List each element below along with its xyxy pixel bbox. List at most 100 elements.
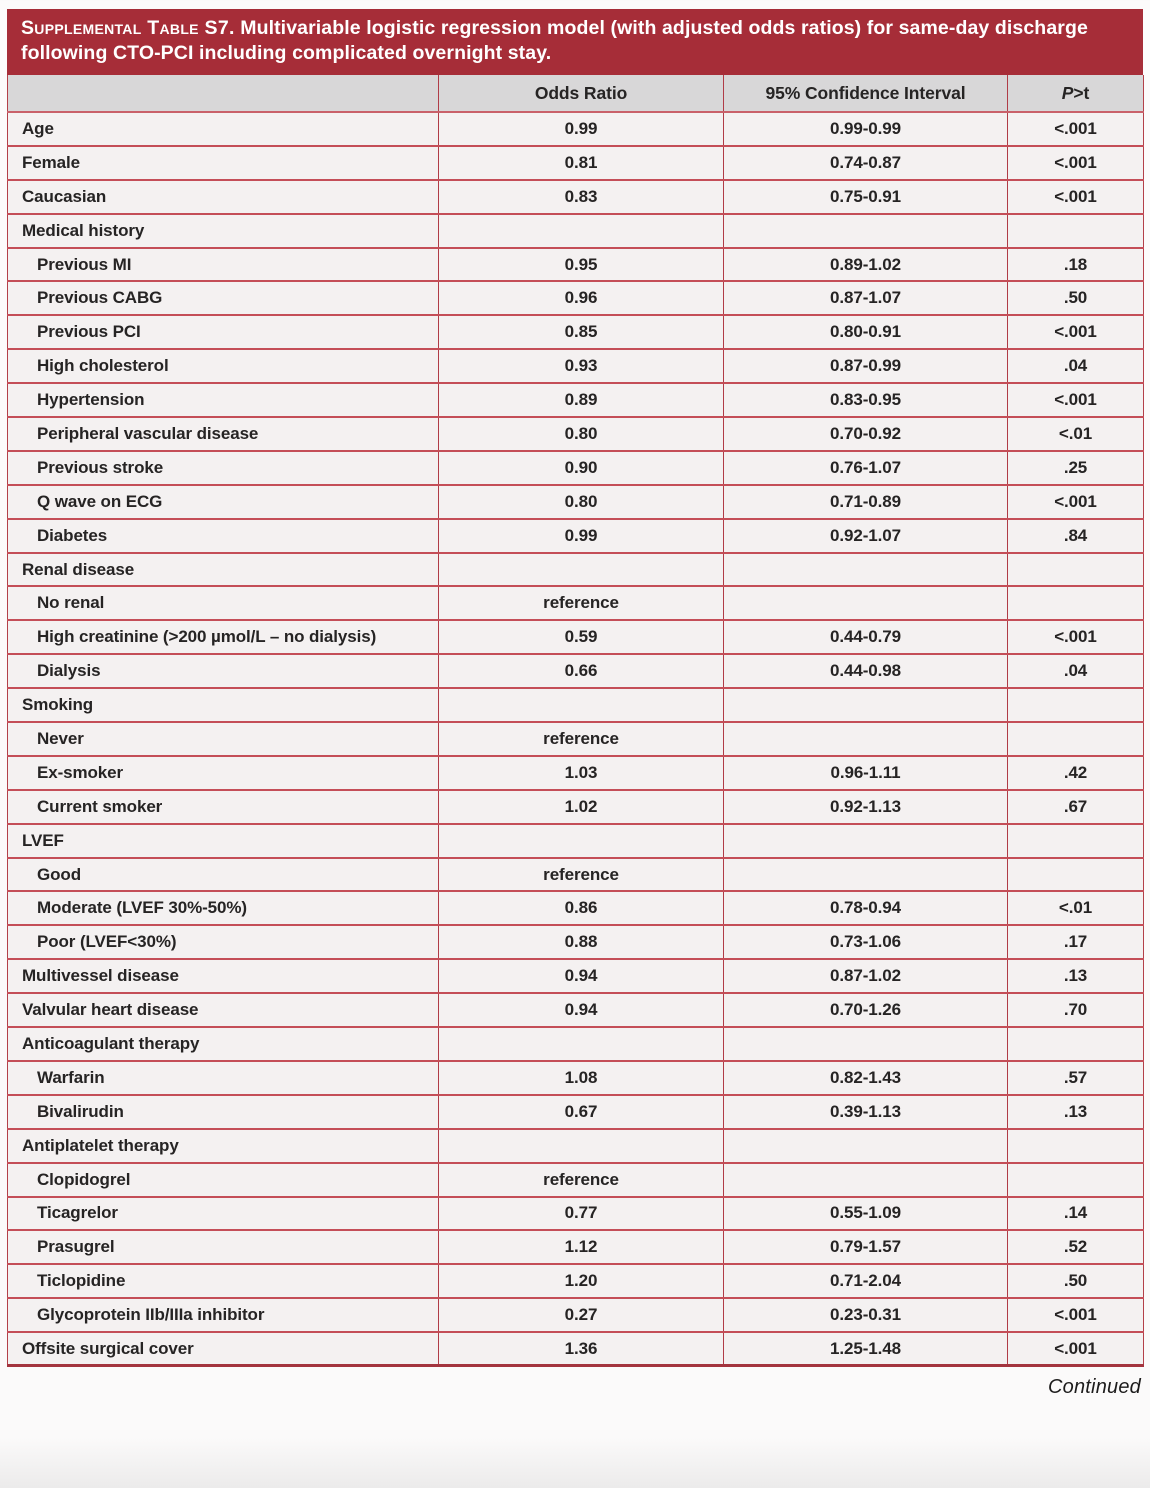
p-value-cell <box>1007 721 1144 756</box>
p-value-cell: .50 <box>1007 280 1144 316</box>
confidence-interval-cell: 0.83-0.95 <box>723 382 1008 418</box>
confidence-interval-cell: 0.79-1.57 <box>723 1229 1008 1265</box>
section-row: Anticoagulant therapy <box>7 1026 1144 1061</box>
confidence-interval-cell <box>723 585 1008 621</box>
row-label: High cholesterol <box>7 348 439 384</box>
p-value-cell: <.01 <box>1007 890 1144 926</box>
confidence-interval-cell <box>723 1161 1008 1197</box>
odds-ratio-cell: reference <box>438 1161 724 1197</box>
row-label: Prasugrel <box>7 1229 439 1265</box>
row-label: High creatinine (>200 µmol/L – no dialys… <box>7 619 439 655</box>
row-label: Medical history <box>7 212 439 248</box>
odds-ratio-cell: 1.02 <box>438 788 724 824</box>
row-label: Caucasian <box>7 178 439 214</box>
p-value-cell: <.001 <box>1007 382 1144 418</box>
odds-ratio-cell: 1.08 <box>438 1059 724 1095</box>
table-row: Dialysis 0.66 0.44-0.98.04 <box>7 653 1144 689</box>
table-row: Previous CABG 0.96 0.87-1.07.50 <box>7 280 1144 316</box>
table-title-text: Multivariable logistic regression model … <box>21 17 1088 64</box>
odds-ratio-cell: 0.93 <box>438 348 724 384</box>
p-value-cell: <.01 <box>1007 416 1144 451</box>
confidence-interval-cell <box>723 856 1008 892</box>
confidence-interval-cell: 0.96-1.11 <box>723 754 1008 790</box>
confidence-interval-cell: 0.92-1.07 <box>723 517 1008 553</box>
row-label: Moderate (LVEF 30%-50%) <box>7 890 439 926</box>
odds-ratio-cell: reference <box>438 585 724 621</box>
p-value-cell: <.001 <box>1007 483 1144 519</box>
confidence-interval-cell: 0.87-0.99 <box>723 348 1008 384</box>
p-value-cell <box>1007 856 1144 892</box>
table-header: Odds Ratio 95% Confidence Interval P>t <box>7 75 1144 113</box>
odds-ratio-cell <box>438 687 724 723</box>
confidence-interval-cell <box>723 1026 1008 1061</box>
p-value-cell: .18 <box>1007 246 1144 282</box>
table-row: Bivalirudin 0.67 0.39-1.13.13 <box>7 1093 1144 1129</box>
confidence-interval-cell: 0.78-0.94 <box>723 890 1008 926</box>
row-label: Ticlopidine <box>7 1263 439 1299</box>
table-row: Multivessel disease 0.94 0.87-1.02.13 <box>7 958 1144 994</box>
odds-ratio-cell: 0.88 <box>438 924 724 960</box>
table-row: Clopidogrel reference <box>7 1161 1144 1197</box>
odds-ratio-cell: 0.89 <box>438 382 724 418</box>
confidence-interval-cell: 0.89-1.02 <box>723 246 1008 282</box>
table-row: No renal reference <box>7 585 1144 621</box>
confidence-interval-cell <box>723 721 1008 756</box>
confidence-interval-cell: 0.75-0.91 <box>723 178 1008 214</box>
confidence-interval-cell: 0.44-0.98 <box>723 653 1008 689</box>
odds-ratio-cell: 0.67 <box>438 1093 724 1129</box>
odds-ratio-cell: 0.94 <box>438 958 724 994</box>
odds-ratio-cell: 1.20 <box>438 1263 724 1299</box>
p-value-cell <box>1007 1026 1144 1061</box>
row-label: Warfarin <box>7 1059 439 1095</box>
header-p-value: P>t <box>1007 75 1144 113</box>
confidence-interval-cell <box>723 212 1008 248</box>
p-value-cell: .50 <box>1007 1263 1144 1299</box>
row-label: Never <box>7 721 439 756</box>
row-label: Hypertension <box>7 382 439 418</box>
odds-ratio-cell: 0.83 <box>438 178 724 214</box>
p-value-cell: .70 <box>1007 992 1144 1028</box>
p-value-cell: <.001 <box>1007 1297 1144 1333</box>
table-row: Previous PCI 0.85 0.80-0.91 <.001 <box>7 314 1144 350</box>
confidence-interval-cell <box>723 822 1008 858</box>
table-row: Ticagrelor 0.77 0.55-1.09.14 <box>7 1195 1144 1231</box>
odds-ratio-cell: 0.99 <box>438 517 724 553</box>
section-row: Smoking <box>7 687 1144 723</box>
section-row: Antiplatelet therapy <box>7 1127 1144 1163</box>
p-value-cell: <.001 <box>1007 178 1144 214</box>
confidence-interval-cell: 0.82-1.43 <box>723 1059 1008 1095</box>
confidence-interval-cell <box>723 1127 1008 1163</box>
confidence-interval-cell: 0.87-1.07 <box>723 280 1008 316</box>
table-row: Valvular heart disease 0.94 0.70-1.26.70 <box>7 992 1144 1028</box>
row-label: Glycoprotein IIb/IIIa inhibitor <box>7 1297 439 1333</box>
table-row: Glycoprotein IIb/IIIa inhibitor 0.27 0.23-… <box>7 1297 1144 1333</box>
p-value-cell: .13 <box>1007 1093 1144 1129</box>
odds-ratio-cell: 0.99 <box>438 112 724 146</box>
odds-ratio-cell: 1.03 <box>438 754 724 790</box>
regression-table: Odds Ratio 95% Confidence Interval P>t A… <box>7 75 1144 1368</box>
table-row: Previous MI 0.95 0.89-1.02.18 <box>7 246 1144 282</box>
table-body: Age 0.99 0.99-0.99 <.001 Female 0.81 0.74-0.87… <box>7 112 1144 1366</box>
odds-ratio-cell: reference <box>438 856 724 892</box>
table-row: High cholesterol 0.93 0.87-0.99.04 <box>7 348 1144 384</box>
confidence-interval-cell: 0.87-1.02 <box>723 958 1008 994</box>
row-label: Anticoagulant therapy <box>7 1026 439 1061</box>
row-label: Antiplatelet therapy <box>7 1127 439 1163</box>
confidence-interval-cell: 0.92-1.13 <box>723 788 1008 824</box>
table-row: Hypertension 0.89 0.83-0.95 <.001 <box>7 382 1144 418</box>
row-label: Previous CABG <box>7 280 439 316</box>
row-label: Previous PCI <box>7 314 439 350</box>
row-label: Dialysis <box>7 653 439 689</box>
table-row: Prasugrel 1.12 0.79-1.57.52 <box>7 1229 1144 1265</box>
table-row: Warfarin 1.08 0.82-1.43.57 <box>7 1059 1144 1095</box>
p-value-cell <box>1007 687 1144 723</box>
table-row: Previous stroke 0.90 0.76-1.07.25 <box>7 449 1144 485</box>
confidence-interval-cell <box>723 551 1008 587</box>
p-value-cell: .42 <box>1007 754 1144 790</box>
odds-ratio-cell: 0.27 <box>438 1297 724 1333</box>
confidence-interval-cell: 0.74-0.87 <box>723 144 1008 180</box>
odds-ratio-cell: 1.12 <box>438 1229 724 1265</box>
table-row: Good reference <box>7 856 1144 892</box>
table-row: Current smoker 1.02 0.92-1.13.67 <box>7 788 1144 824</box>
odds-ratio-cell: 0.95 <box>438 246 724 282</box>
